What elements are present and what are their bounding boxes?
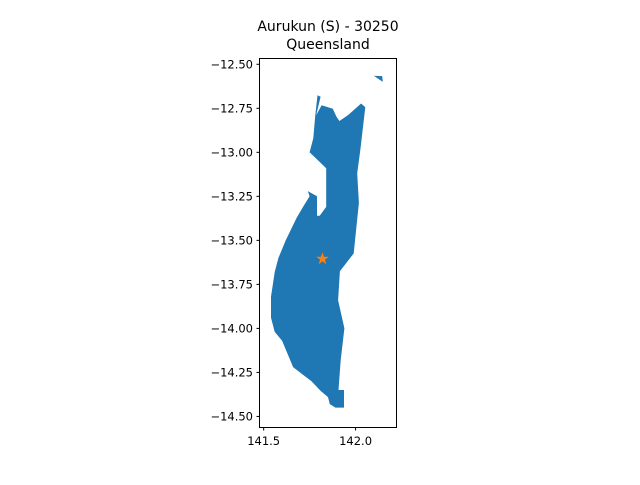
y-tick-label: −13.00 — [210, 145, 253, 159]
x-axis: 141.5 142.0 — [247, 427, 372, 448]
map-title-line2: Queensland — [286, 37, 370, 53]
x-tick-label: 141.5 — [247, 434, 280, 448]
x-tick-label: 142.0 — [339, 434, 372, 448]
y-tick-label: −14.00 — [210, 321, 253, 335]
y-tick-label: −14.25 — [210, 365, 253, 379]
y-tick-label: −12.50 — [210, 57, 253, 71]
map-title-line1: Aurukun (S) - 30250 — [257, 19, 398, 35]
region-polygon — [271, 95, 366, 408]
y-tick-label: −13.25 — [210, 189, 253, 203]
region-islet-polygon — [373, 75, 383, 82]
y-tick-label: −12.75 — [210, 101, 253, 115]
y-axis: −12.50 −12.75 −13.00 −13.25 −13.50 −13.75 −14.… — [210, 57, 260, 423]
y-tick-label: −13.75 — [210, 277, 253, 291]
marker-layer — [316, 252, 329, 265]
region-layer — [271, 75, 383, 408]
y-tick-label: −14.50 — [210, 409, 253, 423]
axes-frame — [259, 58, 397, 428]
centroid-star-marker — [316, 252, 329, 265]
y-tick-label: −13.50 — [210, 233, 253, 247]
